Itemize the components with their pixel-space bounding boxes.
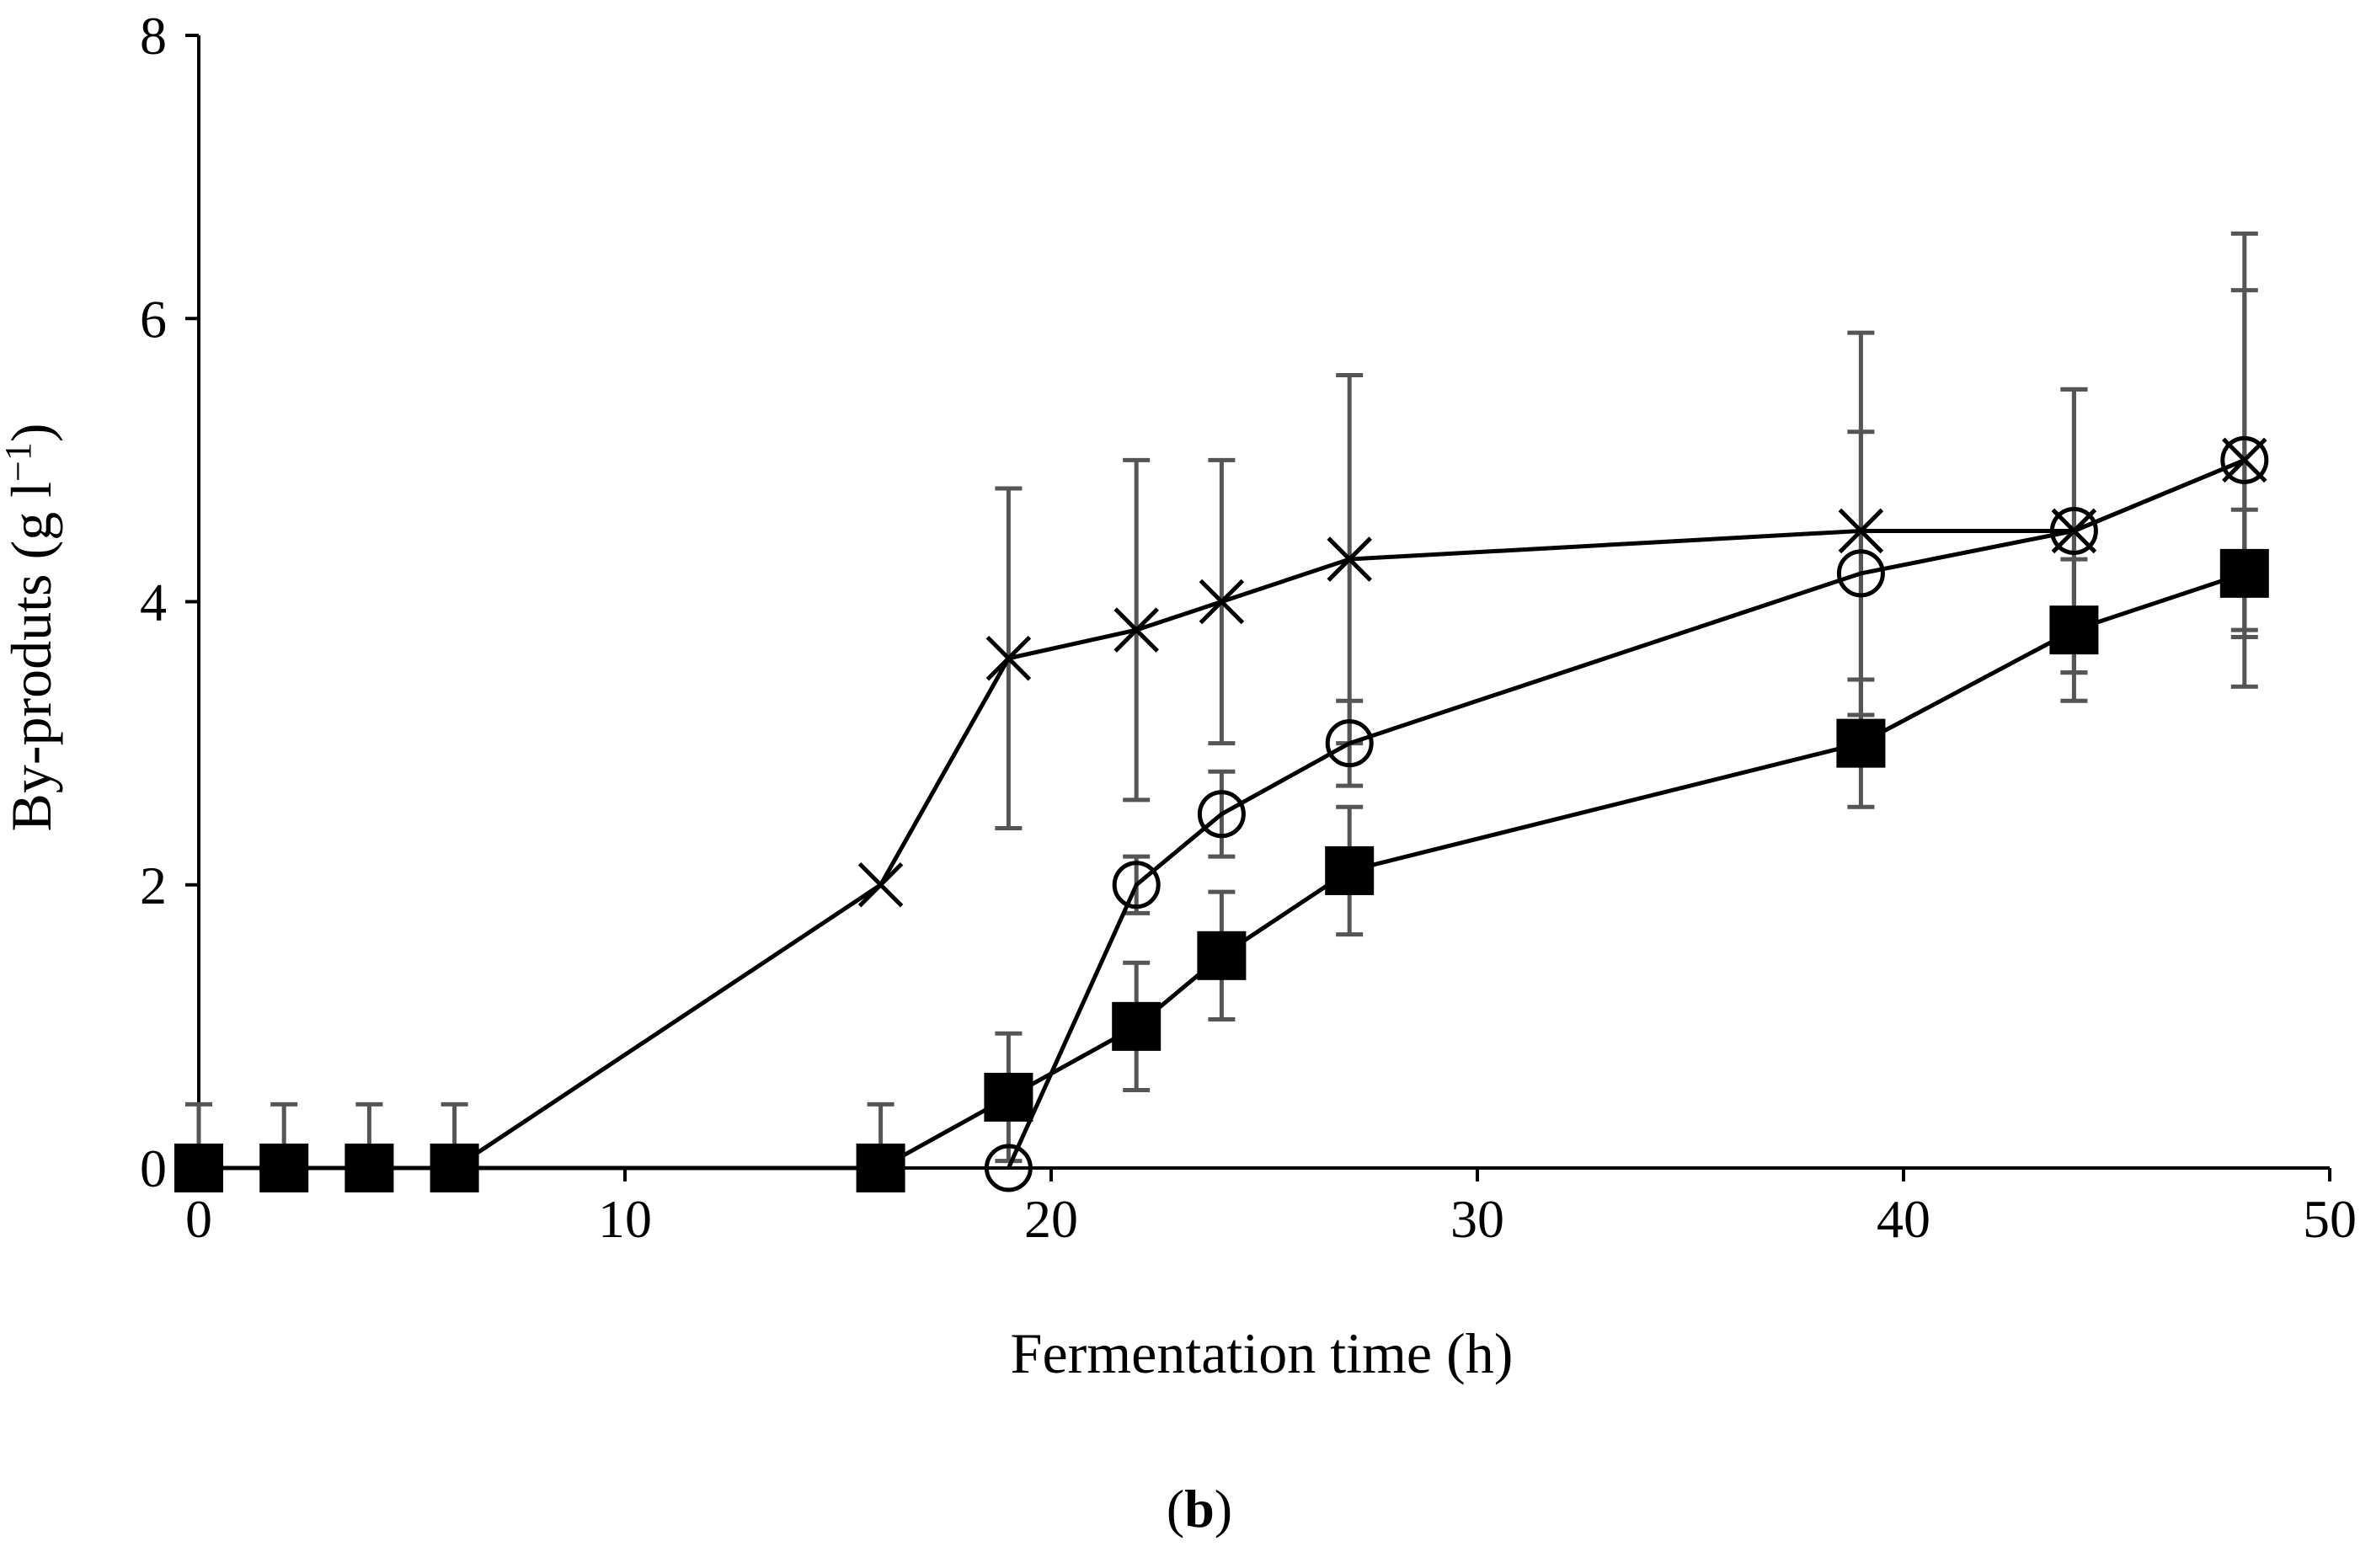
x-ticks: 0 10 20 30 40 50 — [185, 1168, 2357, 1249]
y-axis-title-main: By-produts (g l — [0, 482, 63, 832]
panel-label-close: ) — [1215, 1479, 1232, 1539]
marker-filled-square-8 — [1325, 845, 1375, 895]
marker-filled-square-2 — [344, 1144, 394, 1192]
panel-label: (b) — [1167, 1479, 1232, 1539]
error-bars — [185, 231, 2258, 1168]
marker-open-circle-5 — [2049, 506, 2098, 555]
marker-open-circle-1 — [1112, 861, 1161, 909]
x-tick-label-10: 10 — [598, 1189, 652, 1249]
x-tick-label-20: 20 — [1024, 1189, 1078, 1249]
y-tick-label-8: 8 — [140, 6, 167, 66]
marker-cross-5 — [985, 635, 1032, 681]
x-tick-label-50: 50 — [2303, 1189, 2357, 1249]
y-ticks: 0 2 4 6 8 — [140, 6, 199, 1198]
marker-filled-square-6 — [1112, 1001, 1161, 1051]
marker-open-circle-4 — [1836, 549, 1885, 598]
marker-open-circle-0 — [984, 1144, 1033, 1192]
y-axis-title-superscript: −1 — [0, 442, 39, 482]
marker-cross-8 — [1327, 536, 1372, 582]
y-tick-label-6: 6 — [140, 289, 167, 349]
y-tick-label-2: 2 — [140, 856, 167, 915]
marker-cross-6 — [1113, 607, 1159, 653]
marker-filled-square-1 — [259, 1144, 309, 1192]
marker-open-circle-3 — [1325, 719, 1374, 768]
marker-filled-square-9 — [1836, 718, 1886, 768]
y-axis-title: By-produts (g l−1) — [0, 423, 63, 831]
marker-open-circle-2 — [1197, 790, 1246, 839]
y-tick-label-4: 4 — [140, 573, 167, 632]
panel-label-letter: b — [1184, 1479, 1215, 1539]
marker-filled-square-4 — [856, 1144, 905, 1192]
x-tick-label-40: 40 — [1877, 1189, 1930, 1249]
marker-cross-7 — [1199, 579, 1245, 625]
marker-open-circle-6 — [2220, 435, 2269, 484]
x-axis-title: Fermentation time (h) — [1011, 1321, 1514, 1385]
marker-filled-square-5 — [984, 1072, 1033, 1122]
x-tick-label-0: 0 — [185, 1189, 212, 1249]
marker-filled-square-3 — [430, 1144, 479, 1192]
y-tick-label-0: 0 — [140, 1139, 167, 1198]
marker-cross-4 — [857, 861, 904, 908]
panel-label-open: ( — [1167, 1479, 1184, 1539]
x-tick-label-30: 30 — [1450, 1189, 1504, 1249]
marker-filled-square-7 — [1197, 931, 1247, 980]
marker-filled-square-10 — [2049, 605, 2099, 655]
axes: 0 10 20 30 40 50 0 2 4 6 8 — [140, 6, 2357, 1249]
series-line-open-circle — [1007, 458, 2246, 1170]
y-axis-title-close: ) — [0, 423, 63, 442]
marker-filled-square-11 — [2219, 548, 2269, 598]
marker-cross-9 — [1838, 508, 1884, 554]
marker-filled-square-0 — [174, 1144, 223, 1192]
series-markers — [174, 435, 2269, 1192]
